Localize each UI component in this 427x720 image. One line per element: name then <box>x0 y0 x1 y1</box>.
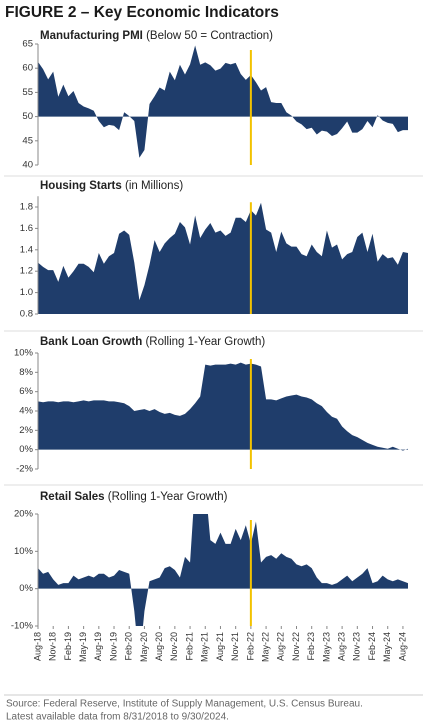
y-tick-label: 45 <box>22 135 33 146</box>
panel-subtitle: (Rolling 1-Year Growth) <box>108 491 228 503</box>
area <box>38 45 408 158</box>
y-tick-label: 1.6 <box>20 223 33 234</box>
x-tick-label: May-22 <box>260 632 270 662</box>
y-tick-label: 40 <box>22 160 33 171</box>
panel-title: Housing Starts (in Millions) <box>40 180 183 192</box>
y-tick-label: 1.8 <box>20 202 33 213</box>
panel-subtitle: (in Millions) <box>125 180 183 192</box>
y-tick-label: -2% <box>16 464 33 475</box>
x-tick-label: May-21 <box>200 632 210 662</box>
x-tick-label: Nov-21 <box>230 632 240 661</box>
x-tick-label: Feb-20 <box>124 632 134 661</box>
x-tick-label: Aug-22 <box>276 632 286 661</box>
y-tick-label: 10% <box>14 546 34 557</box>
x-tick-label: May-23 <box>321 632 331 662</box>
y-tick-label: -10% <box>11 621 34 632</box>
y-tick-label: 10% <box>14 348 34 359</box>
panel-subtitle: (Rolling 1-Year Growth) <box>145 336 265 348</box>
x-tick-label: Nov-20 <box>169 632 179 661</box>
panel-title: Manufacturing PMI (Below 50 = Contractio… <box>40 30 273 42</box>
x-tick-label: Nov-18 <box>48 632 58 661</box>
area <box>38 362 408 451</box>
x-tick-label: Nov-23 <box>352 632 362 661</box>
y-tick-label: 0.8 <box>20 309 33 320</box>
x-tick-label: Aug-21 <box>215 632 225 661</box>
y-tick-label: 1.4 <box>20 244 33 255</box>
y-tick-label: 0% <box>19 444 33 455</box>
figure-title: FIGURE 2 – Key Economic Indicators <box>5 4 279 21</box>
x-tick-label: Feb-24 <box>367 632 377 661</box>
x-tick-label: Aug-18 <box>32 632 42 661</box>
panel-title-main: Housing Starts <box>40 180 122 192</box>
x-tick-label: Feb-19 <box>63 632 73 661</box>
y-tick-label: 1.2 <box>20 266 33 277</box>
x-tick-label: Aug-20 <box>154 632 164 661</box>
y-tick-label: 4% <box>19 406 33 417</box>
x-tick-label: Aug-23 <box>336 632 346 661</box>
source-line: Latest available data from 8/31/2018 to … <box>6 712 229 720</box>
y-tick-label: 1.0 <box>20 287 33 298</box>
panel-subtitle: (Below 50 = Contraction) <box>146 30 273 42</box>
x-tick-label: May-19 <box>78 632 88 662</box>
y-tick-label: 6% <box>19 386 33 397</box>
x-tick-label: Feb-22 <box>245 632 255 661</box>
y-tick-label: 2% <box>19 425 33 436</box>
panel-title-main: Retail Sales <box>40 491 105 503</box>
panel-title-main: Bank Loan Growth <box>40 336 142 348</box>
y-tick-label: 60 <box>22 63 33 74</box>
x-tick-label: May-20 <box>139 632 149 662</box>
y-tick-label: 50 <box>22 111 33 122</box>
y-tick-label: 8% <box>19 367 33 378</box>
y-tick-label: 20% <box>14 509 34 520</box>
area <box>38 202 408 314</box>
x-tick-label: Nov-22 <box>291 632 301 661</box>
x-tick-label: Aug-24 <box>397 632 407 661</box>
x-tick-label: Feb-21 <box>184 632 194 661</box>
x-tick-label: Feb-23 <box>306 632 316 661</box>
source-line: Source: Federal Reserve, Institute of Su… <box>6 699 363 710</box>
y-tick-label: 65 <box>22 39 33 50</box>
panel-title: Bank Loan Growth (Rolling 1-Year Growth) <box>40 336 265 348</box>
x-tick-label: May-24 <box>382 632 392 662</box>
y-tick-label: 0% <box>19 583 33 594</box>
y-tick-label: 55 <box>22 87 33 98</box>
panel-title: Retail Sales (Rolling 1-Year Growth) <box>40 491 228 503</box>
area <box>38 514 408 626</box>
panel-title-main: Manufacturing PMI <box>40 30 143 42</box>
x-tick-label: Nov-19 <box>108 632 118 661</box>
x-tick-label: Aug-19 <box>93 632 103 661</box>
